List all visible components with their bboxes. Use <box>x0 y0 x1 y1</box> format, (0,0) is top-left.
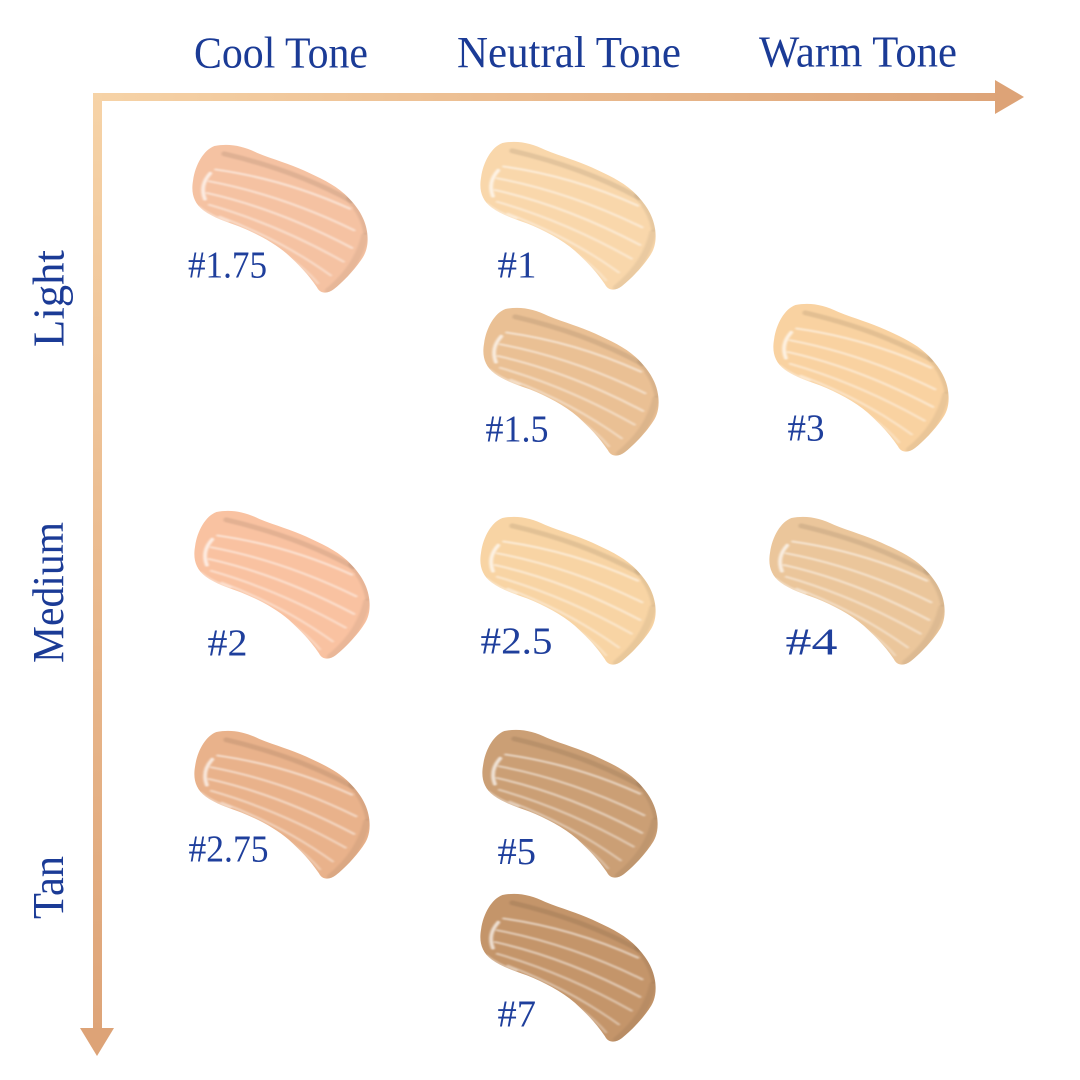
svg-text:Warm Tone: Warm Tone <box>759 28 957 77</box>
svg-text:#2: #2 <box>208 623 248 665</box>
svg-text:#3: #3 <box>788 408 825 450</box>
svg-text:#5: #5 <box>498 831 537 873</box>
svg-text:Cool Tone: Cool Tone <box>194 29 368 78</box>
svg-text:Tan: Tan <box>24 856 73 919</box>
svg-text:#1.5: #1.5 <box>486 409 549 451</box>
svg-text:Medium: Medium <box>24 522 73 663</box>
svg-text:#1.75: #1.75 <box>188 245 267 287</box>
svg-text:#7: #7 <box>498 994 537 1036</box>
svg-text:#2.75: #2.75 <box>189 829 269 871</box>
svg-text:#2.5: #2.5 <box>481 621 553 663</box>
svg-text:#1: #1 <box>498 245 537 287</box>
svg-text:Neutral Tone: Neutral Tone <box>457 28 681 77</box>
svg-text:Light: Light <box>25 250 74 347</box>
svg-text:#4: #4 <box>786 622 838 664</box>
